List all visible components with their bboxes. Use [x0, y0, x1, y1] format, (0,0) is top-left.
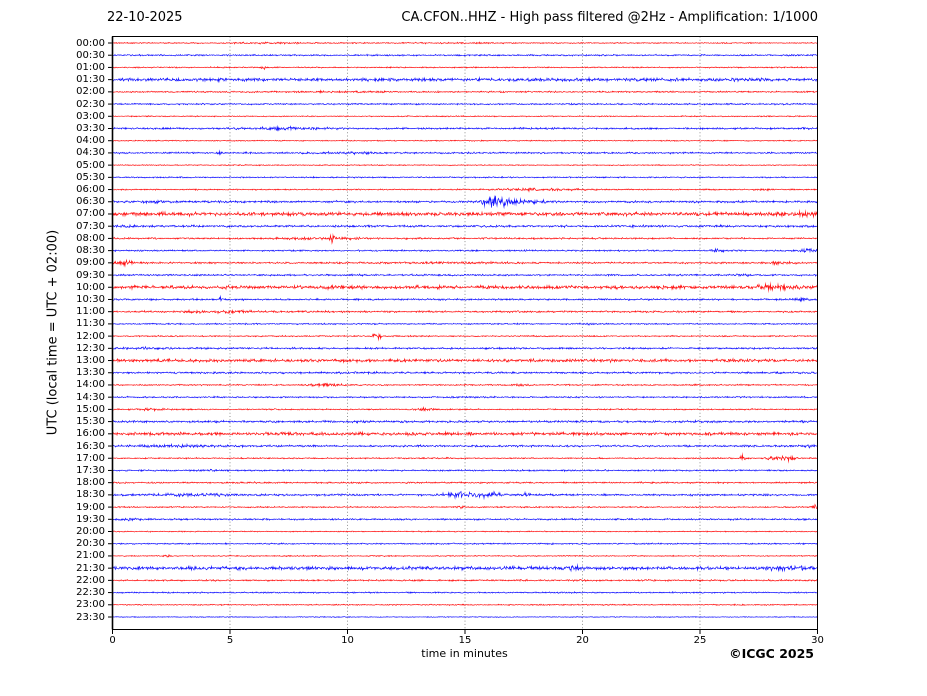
y-tick-label: 03:00: [76, 110, 105, 122]
y-tick-label: 06:00: [76, 184, 105, 196]
y-tick-label: 06:30: [76, 196, 105, 208]
y-tick-label: 13:30: [76, 367, 105, 379]
x-axis-label: time in minutes: [421, 647, 508, 660]
y-tick-label: 07:30: [76, 220, 105, 232]
y-tick-label: 01:00: [76, 61, 105, 73]
y-tick-label: 00:30: [76, 49, 105, 61]
y-tick-label: 19:30: [76, 513, 105, 525]
copyright-text: ©ICGC 2025: [729, 646, 814, 661]
y-tick-label: 18:30: [76, 489, 105, 501]
y-tick-label: 14:30: [76, 391, 105, 403]
y-tick-label: 07:00: [76, 208, 105, 220]
y-tick-label: 10:30: [76, 293, 105, 305]
y-tick-label: 11:30: [76, 318, 105, 330]
x-tick-label: 30: [811, 635, 824, 646]
y-tick-label: 04:30: [76, 147, 105, 159]
date-title: 22-10-2025: [107, 10, 183, 25]
y-tick-label: 21:30: [76, 562, 105, 574]
y-tick-label: 17:00: [76, 452, 105, 464]
x-tick-label: 0: [109, 635, 116, 646]
y-tick-label: 23:00: [76, 599, 105, 611]
y-tick-label: 03:30: [76, 122, 105, 134]
x-tick-label: 20: [576, 635, 589, 646]
y-tick-label: 21:00: [76, 550, 105, 562]
y-tick-label: 05:30: [76, 171, 105, 183]
y-tick-label: 23:30: [76, 611, 105, 623]
y-tick-label: 16:00: [76, 428, 105, 440]
y-tick-label: 01:30: [76, 74, 105, 86]
y-tick-label: 15:00: [76, 403, 105, 415]
station-title: CA.CFON..HHZ - High pass filtered @2Hz -…: [401, 10, 818, 25]
y-tick-label: 05:00: [76, 159, 105, 171]
y-tick-label: 09:30: [76, 269, 105, 281]
y-tick-label: 12:00: [76, 330, 105, 342]
x-tick-label: 5: [226, 635, 234, 646]
y-tick-label: 19:00: [76, 501, 105, 513]
y-tick-label: 09:00: [76, 257, 105, 269]
y-tick-label: 22:00: [76, 574, 105, 586]
y-tick-label: 14:00: [76, 379, 105, 391]
plot-header: 22-10-2025 CA.CFON..HHZ - High pass filt…: [107, 10, 818, 26]
x-tick-label: 15: [458, 635, 472, 646]
y-tick-label: 17:30: [76, 464, 105, 476]
y-tick-label: 02:00: [76, 86, 105, 98]
y-tick-label: 12:30: [76, 342, 105, 354]
y-tick-label: 13:00: [76, 355, 105, 367]
y-tick-label: 20:30: [76, 538, 105, 550]
x-tick-label: 25: [693, 635, 707, 646]
y-tick-label: 00:00: [76, 37, 105, 49]
y-tick-label: 20:00: [76, 526, 105, 537]
y-tick-label: 08:30: [76, 245, 105, 257]
y-tick-label: 04:00: [76, 135, 105, 147]
y-tick-label: 15:30: [76, 416, 105, 428]
y-tick-label: 08:00: [76, 232, 105, 244]
x-tick-label: 10: [341, 635, 354, 646]
y-tick-label: 10:00: [76, 281, 105, 293]
y-tick-label: 11:00: [76, 306, 105, 318]
y-tick-label: 16:30: [76, 440, 105, 452]
y-tick-label: 02:30: [76, 98, 105, 110]
y-tick-label: 18:00: [76, 477, 105, 489]
y-tick-label: 22:30: [76, 587, 105, 599]
